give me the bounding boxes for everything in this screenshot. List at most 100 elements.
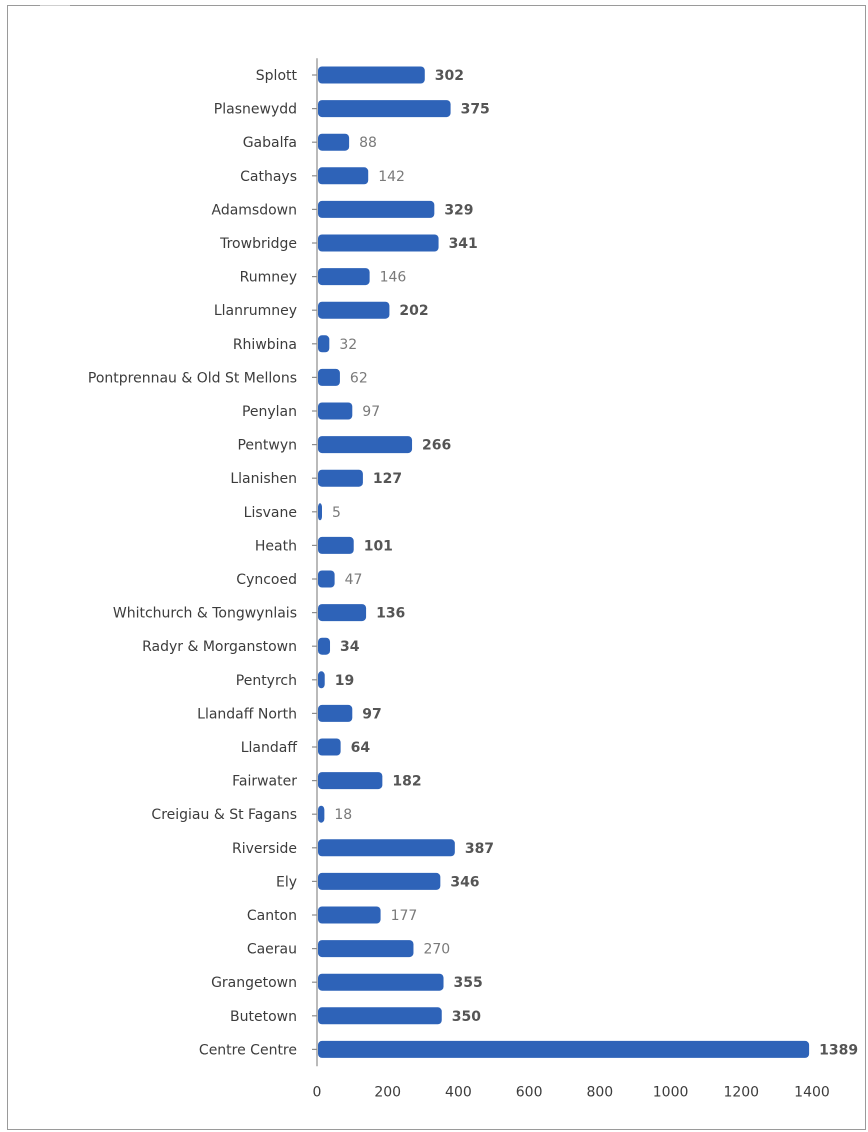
category-label: Ely xyxy=(276,874,297,890)
category-labels: Splott Plasnewydd Gabalfa Cathays Adamsdown T… xyxy=(88,68,298,1058)
category-label: Pentyrch xyxy=(236,673,297,689)
bar xyxy=(318,66,425,84)
category-label: Llanishen xyxy=(230,471,297,487)
bar xyxy=(318,940,414,958)
value-label: 18 xyxy=(334,807,352,823)
bar xyxy=(318,906,381,924)
bar xyxy=(318,805,325,823)
category-label: Radyr & Morganstown xyxy=(142,639,297,655)
value-label: 142 xyxy=(378,169,405,185)
bar xyxy=(318,1040,810,1058)
value-label: 34 xyxy=(340,639,360,655)
bar xyxy=(318,368,340,386)
value-label: 127 xyxy=(373,471,402,487)
value-label: 387 xyxy=(465,841,494,857)
bar xyxy=(318,872,441,890)
bar xyxy=(318,402,353,420)
category-label: Trowbridge xyxy=(219,236,297,252)
value-label: 202 xyxy=(399,303,428,319)
value-label: 350 xyxy=(452,1009,481,1025)
category-label: Cathays xyxy=(240,169,297,185)
value-label: 182 xyxy=(392,774,421,790)
bar xyxy=(318,200,435,218)
value-label: 97 xyxy=(362,706,381,722)
x-tick-label: 600 xyxy=(516,1084,543,1100)
category-label: Llanrumney xyxy=(214,303,297,319)
category-label: Grangetown xyxy=(211,975,297,991)
value-label: 32 xyxy=(339,337,357,353)
bar xyxy=(318,671,325,689)
bar xyxy=(318,704,353,722)
category-label: Canton xyxy=(247,908,297,924)
bar xyxy=(318,100,451,118)
bar xyxy=(318,133,350,151)
x-tick-label: 0 xyxy=(313,1084,322,1100)
bars xyxy=(318,66,810,1058)
value-label: 375 xyxy=(461,102,490,118)
value-labels: 302 375 88 142 329 341 146 202 32 62 97 266 127 5 101 4… xyxy=(332,68,858,1058)
x-tick-label: 1400 xyxy=(794,1084,830,1100)
value-label: 19 xyxy=(335,673,354,689)
category-label: Penylan xyxy=(242,404,297,420)
category-label: Llandaff North xyxy=(197,706,297,722)
bar xyxy=(318,1007,442,1025)
bar xyxy=(318,436,413,454)
value-label: 146 xyxy=(380,270,407,286)
value-label: 355 xyxy=(454,975,483,991)
value-label: 346 xyxy=(450,874,479,890)
category-label: Caerau xyxy=(247,942,297,958)
bar xyxy=(318,839,455,857)
category-label: Gabalfa xyxy=(243,135,297,151)
chart-frame xyxy=(7,5,866,1130)
category-label: Plasnewydd xyxy=(214,102,297,118)
value-label: 266 xyxy=(422,438,451,454)
x-tick-label: 800 xyxy=(586,1084,613,1100)
value-label: 136 xyxy=(376,606,405,622)
value-label: 101 xyxy=(364,538,393,554)
bar xyxy=(318,772,383,790)
x-tick-label: 400 xyxy=(445,1084,472,1100)
bar xyxy=(318,301,390,319)
category-label: Creigiau & St Fagans xyxy=(151,807,297,823)
value-label: 1389 xyxy=(819,1042,858,1058)
category-label: Heath xyxy=(255,538,297,554)
category-label: Fairwater xyxy=(232,774,297,790)
x-tick-label: 1200 xyxy=(723,1084,759,1100)
bar xyxy=(318,335,330,353)
y-axis-ticks xyxy=(312,74,317,1051)
x-tick-label: 1000 xyxy=(653,1084,689,1100)
category-label: Rumney xyxy=(240,270,297,286)
x-tick-label: 200 xyxy=(374,1084,401,1100)
value-label: 64 xyxy=(351,740,371,756)
x-axis-tick-labels: 0 200 400 600 800 1000 1200 1400 xyxy=(313,1084,830,1100)
value-label: 329 xyxy=(444,202,473,218)
category-label: Centre Centre xyxy=(199,1042,297,1058)
bar xyxy=(318,536,354,554)
bar xyxy=(318,604,367,622)
value-label: 270 xyxy=(423,942,450,958)
bar xyxy=(318,637,331,655)
category-label: Cyncoed xyxy=(236,572,297,588)
category-label: Llandaff xyxy=(241,740,298,756)
bar xyxy=(318,570,335,588)
category-label: Riverside xyxy=(232,841,297,857)
bar xyxy=(318,469,363,487)
bar xyxy=(318,268,370,286)
category-label: Butetown xyxy=(230,1009,297,1025)
category-label: Lisvane xyxy=(244,505,297,521)
value-label: 97 xyxy=(362,404,380,420)
category-label: Splott xyxy=(256,68,298,84)
value-label: 62 xyxy=(350,370,368,386)
bar xyxy=(318,503,322,521)
bar xyxy=(318,167,369,185)
category-label: Adamsdown xyxy=(211,202,297,218)
value-label: 47 xyxy=(345,572,363,588)
category-label: Rhiwbina xyxy=(233,337,297,353)
value-label: 302 xyxy=(435,68,464,84)
category-label: Whitchurch & Tongwynlais xyxy=(113,606,297,622)
value-label: 341 xyxy=(449,236,478,252)
bar xyxy=(318,973,444,991)
value-label: 5 xyxy=(332,505,341,521)
category-label: Pontprennau & Old St Mellons xyxy=(88,370,297,386)
